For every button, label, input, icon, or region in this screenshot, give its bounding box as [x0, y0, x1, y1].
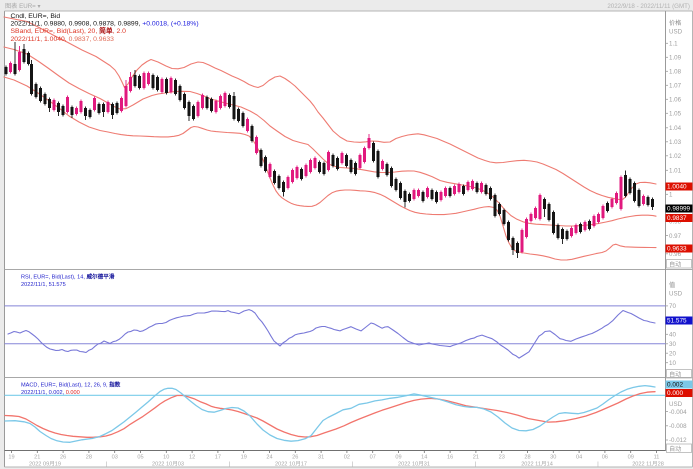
svg-text:2022/11/1, 51.575: 2022/11/1, 51.575: [21, 282, 66, 288]
svg-text:26: 26: [292, 455, 298, 461]
svg-text:价格: 价格: [669, 19, 682, 27]
svg-text:1.08: 1.08: [669, 69, 682, 76]
svg-text:MACD, EUR=, Bid(Last), 12, 26,: MACD, EUR=, Bid(Last), 12, 26, 9, 指数: [21, 381, 121, 389]
svg-text:图表 EUR= ▾: 图表 EUR= ▾: [5, 2, 41, 10]
svg-text:Cndl, EUR=, Bid: Cndl, EUR=, Bid: [11, 13, 61, 20]
svg-text:23: 23: [499, 455, 505, 461]
svg-text:1.07: 1.07: [669, 83, 682, 90]
svg-text:1.1: 1.1: [669, 41, 678, 48]
svg-text:0.98999: 0.98999: [667, 206, 691, 213]
svg-text:0.9633: 0.9633: [667, 246, 687, 253]
svg-text:SBand, EUR=, Bid(Last), 20, 简单: SBand, EUR=, Bid(Last), 20, 简单, 2.0: [11, 26, 127, 35]
svg-text:14: 14: [421, 455, 427, 461]
svg-text:30: 30: [550, 455, 556, 461]
svg-text:USD: USD: [669, 291, 683, 298]
svg-text:自动: 自动: [669, 261, 681, 269]
svg-text:28: 28: [524, 455, 530, 461]
svg-text:20: 20: [669, 351, 676, 358]
svg-text:51.575: 51.575: [667, 318, 687, 325]
svg-text:05: 05: [137, 455, 143, 461]
svg-text:70: 70: [669, 303, 676, 310]
svg-text:09: 09: [628, 455, 634, 461]
svg-text:|: |: [106, 462, 107, 468]
svg-text:28: 28: [86, 455, 92, 461]
svg-text:2022 11月14: 2022 11月14: [521, 461, 553, 468]
svg-text:11: 11: [654, 455, 660, 461]
svg-text:21: 21: [34, 455, 40, 461]
svg-text:2022 09月19: 2022 09月19: [29, 461, 61, 468]
svg-text:19: 19: [8, 455, 14, 461]
svg-text:1.05: 1.05: [669, 111, 682, 118]
svg-text:2022 11月28: 2022 11月28: [632, 461, 664, 468]
svg-text:|: |: [352, 462, 353, 468]
svg-text:02: 02: [344, 455, 350, 461]
svg-text:1.03: 1.03: [669, 139, 682, 146]
svg-text:自动: 自动: [669, 371, 681, 379]
svg-text:24: 24: [266, 455, 272, 461]
svg-text:09: 09: [395, 455, 401, 461]
svg-text:-0.012: -0.012: [669, 437, 687, 444]
svg-text:04: 04: [576, 455, 582, 461]
svg-text:1.01: 1.01: [669, 168, 682, 175]
svg-text:1.06: 1.06: [669, 97, 682, 104]
svg-text:|: |: [229, 462, 230, 468]
svg-text:0.97: 0.97: [669, 233, 682, 240]
svg-text:07: 07: [370, 455, 376, 461]
svg-text:值: 值: [669, 281, 675, 289]
svg-text:2022 10月31: 2022 10月31: [398, 461, 430, 468]
svg-text:2022 10月17: 2022 10月17: [275, 461, 307, 468]
svg-text:10: 10: [669, 360, 676, 367]
svg-text:USD: USD: [669, 401, 683, 408]
svg-text:USD: USD: [669, 29, 683, 36]
svg-text:21: 21: [473, 455, 479, 461]
svg-text:31: 31: [318, 455, 324, 461]
svg-text:-0.004: -0.004: [669, 409, 687, 416]
svg-text:12: 12: [189, 455, 195, 461]
svg-text:0.002: 0.002: [667, 382, 683, 389]
svg-text:2022/11/1, 0.9880, 0.9908, 0.9: 2022/11/1, 0.9880, 0.9908, 0.9878, 0.989…: [11, 21, 199, 28]
svg-text:0.000: 0.000: [667, 390, 683, 397]
svg-text:|: |: [597, 462, 598, 468]
svg-text:2022/9/18 - 2022/11/11 (GMT): 2022/9/18 - 2022/11/11 (GMT): [607, 3, 690, 10]
svg-text:10: 10: [163, 455, 169, 461]
svg-text:40: 40: [669, 332, 676, 339]
svg-text:30: 30: [669, 341, 676, 348]
svg-text:0.9837: 0.9837: [667, 215, 687, 222]
svg-text:RSI, EUR=, Bid(Last), 14, 威尔德平: RSI, EUR=, Bid(Last), 14, 威尔德平滑: [21, 273, 115, 281]
svg-text:2022/11/1, 0.002, 0.000: 2022/11/1, 0.002, 0.000: [21, 390, 80, 396]
svg-text:19: 19: [241, 455, 247, 461]
svg-text:1.02: 1.02: [669, 153, 682, 160]
svg-text:1: 1: [669, 192, 673, 199]
svg-text:自动: 自动: [669, 445, 681, 453]
svg-text:17: 17: [215, 455, 221, 461]
svg-text:06: 06: [602, 455, 608, 461]
svg-text:2022/11/1, 1.0040, 0.9837, 0.9: 2022/11/1, 1.0040, 0.9837, 0.9633: [11, 36, 115, 43]
svg-text:16: 16: [447, 455, 453, 461]
svg-text:2022 10月03: 2022 10月03: [152, 461, 184, 468]
svg-text:1.09: 1.09: [669, 55, 682, 62]
svg-text:1.0040: 1.0040: [667, 184, 687, 191]
svg-text:03: 03: [112, 455, 118, 461]
svg-text:|: |: [475, 462, 476, 468]
svg-text:-0.008: -0.008: [669, 423, 687, 430]
svg-text:0.96: 0.96: [669, 251, 682, 258]
svg-text:1.04: 1.04: [669, 125, 682, 132]
svg-text:26: 26: [60, 455, 66, 461]
